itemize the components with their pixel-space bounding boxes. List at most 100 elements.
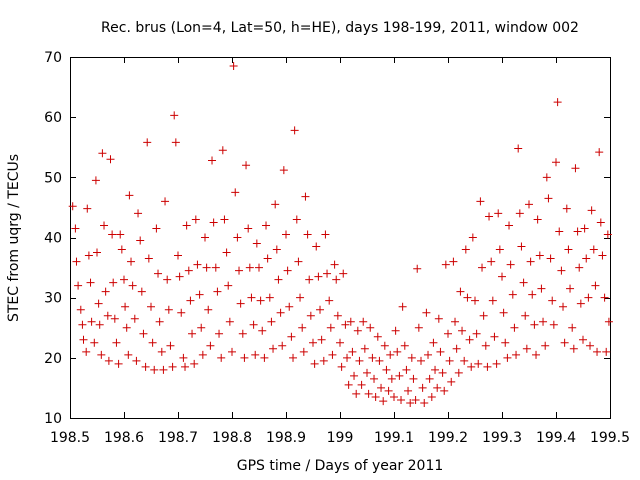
data-point bbox=[161, 197, 170, 206]
x-tick-label: 198.7 bbox=[158, 430, 198, 446]
data-point bbox=[461, 245, 470, 254]
data-point bbox=[251, 350, 260, 359]
data-point bbox=[314, 272, 323, 281]
data-point bbox=[436, 347, 445, 356]
data-point bbox=[555, 227, 564, 236]
data-point bbox=[136, 236, 145, 245]
data-point bbox=[478, 263, 487, 272]
data-point bbox=[434, 314, 443, 323]
data-point bbox=[377, 383, 386, 392]
data-point bbox=[229, 62, 238, 71]
data-point bbox=[411, 395, 420, 404]
x-tick-label: 198.6 bbox=[104, 430, 144, 446]
data-point bbox=[591, 281, 600, 290]
data-point bbox=[471, 296, 479, 305]
axis-ticks: 198.5 198.6 198.7 198.8 198.9 199 199.1 199.2 19… bbox=[44, 50, 630, 446]
data-point bbox=[154, 269, 163, 278]
data-point bbox=[350, 371, 359, 380]
data-point bbox=[596, 218, 605, 227]
data-point bbox=[525, 200, 533, 209]
data-point bbox=[587, 206, 596, 215]
data-point bbox=[252, 239, 261, 248]
data-point bbox=[360, 344, 369, 353]
chart-title: Rec. brus (Lon=4, Lat=50, h=HE), days 19… bbox=[101, 20, 579, 36]
data-point bbox=[228, 347, 236, 356]
data-point bbox=[305, 275, 314, 284]
data-point bbox=[422, 308, 431, 317]
data-point bbox=[495, 245, 504, 254]
data-point bbox=[402, 365, 411, 374]
data-point bbox=[120, 275, 128, 284]
data-point bbox=[217, 353, 226, 362]
data-point bbox=[417, 356, 425, 365]
data-point bbox=[566, 284, 575, 293]
data-point bbox=[195, 290, 204, 299]
data-point bbox=[488, 296, 497, 305]
data-point bbox=[121, 302, 130, 311]
data-point bbox=[147, 302, 155, 311]
data-point bbox=[370, 374, 379, 383]
data-point bbox=[164, 305, 173, 314]
x-tick-label: 199.1 bbox=[374, 430, 414, 446]
data-point bbox=[108, 230, 117, 239]
data-point bbox=[387, 374, 396, 383]
data-point bbox=[602, 347, 611, 356]
data-point bbox=[438, 368, 447, 377]
data-point bbox=[420, 398, 429, 407]
data-point bbox=[285, 302, 294, 311]
data-point bbox=[309, 338, 317, 347]
data-point bbox=[213, 287, 222, 296]
data-point bbox=[328, 350, 337, 359]
x-tick-label: 199.5 bbox=[590, 430, 630, 446]
data-point bbox=[177, 308, 186, 317]
data-point bbox=[204, 305, 213, 314]
data-point bbox=[364, 389, 373, 398]
data-point bbox=[100, 221, 109, 230]
data-point bbox=[355, 356, 364, 365]
data-point bbox=[452, 344, 461, 353]
data-point bbox=[98, 149, 107, 158]
data-point bbox=[245, 263, 254, 272]
data-point bbox=[91, 176, 100, 185]
data-point bbox=[215, 329, 224, 338]
data-point bbox=[445, 356, 454, 365]
data-point bbox=[595, 148, 604, 157]
data-point bbox=[560, 338, 569, 347]
data-point bbox=[101, 287, 110, 296]
data-point bbox=[463, 293, 472, 302]
data-point bbox=[458, 326, 467, 335]
data-point bbox=[106, 155, 115, 164]
data-point bbox=[549, 320, 558, 329]
data-point bbox=[368, 353, 377, 362]
data-point bbox=[586, 341, 595, 350]
data-point bbox=[71, 224, 80, 233]
data-point bbox=[382, 365, 391, 374]
data-point bbox=[171, 138, 180, 147]
data-point bbox=[580, 224, 589, 233]
data-point bbox=[409, 374, 418, 383]
data-point bbox=[395, 371, 404, 380]
data-point bbox=[498, 272, 506, 281]
data-point bbox=[175, 272, 184, 281]
data-point bbox=[546, 254, 555, 263]
data-point bbox=[371, 392, 380, 401]
data-point bbox=[150, 365, 159, 374]
x-tick-label: 199.4 bbox=[536, 430, 576, 446]
data-point bbox=[468, 233, 477, 242]
data-point bbox=[559, 302, 568, 311]
data-point bbox=[225, 317, 234, 326]
data-point bbox=[181, 362, 190, 371]
data-point bbox=[568, 323, 577, 332]
data-point bbox=[444, 329, 452, 338]
data-point bbox=[242, 161, 251, 170]
data-point bbox=[112, 338, 121, 347]
data-point bbox=[124, 350, 133, 359]
data-point bbox=[532, 350, 541, 359]
data-point bbox=[104, 356, 113, 365]
data-point bbox=[407, 353, 416, 362]
data-point bbox=[276, 308, 285, 317]
data-point bbox=[483, 362, 492, 371]
data-point bbox=[517, 242, 526, 251]
y-tick-label: 50 bbox=[44, 170, 62, 186]
data-point bbox=[492, 359, 501, 368]
